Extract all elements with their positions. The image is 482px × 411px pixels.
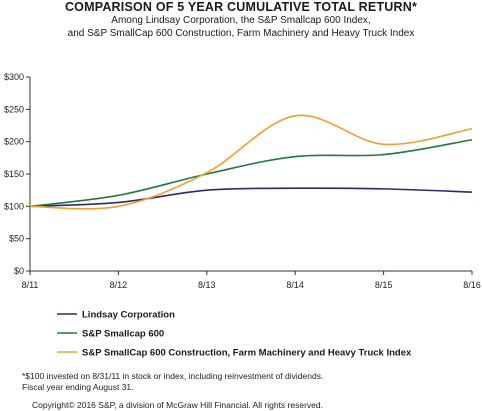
footnote-investment: *$100 invested on 8/31/11 in stock or in… <box>22 371 324 381</box>
footnote-fiscal-year: Fiscal year ending August 31. <box>22 382 134 392</box>
y-tick-label: $50 <box>9 234 24 244</box>
copyright-notice: Copyright© 2016 S&P, a division of McGra… <box>32 400 323 410</box>
chart-axes: $0 $50 $100 $150 $200 $250 $300 8/11 8/12 8/13 8/1… <box>4 72 481 290</box>
x-tick-label: 8/15 <box>375 280 393 290</box>
y-tick-label: $200 <box>4 137 24 147</box>
series-line <box>29 114 473 210</box>
series-line <box>29 138 473 208</box>
y-tick-label: $0 <box>14 266 24 276</box>
x-tick-label: 8/14 <box>286 280 304 290</box>
chart-legend: Lindsay Corporation S&P Smallcap 600 S&P S… <box>57 310 412 359</box>
y-tick-label: $250 <box>4 104 24 114</box>
legend-entry: Lindsay Corporation <box>82 310 175 321</box>
legend-entry: S&P SmallCap 600 Construction, Farm Mach… <box>82 348 412 359</box>
series-line <box>29 187 473 208</box>
legend-entry: S&P Smallcap 600 <box>82 329 164 340</box>
y-tick-label: $300 <box>4 72 24 82</box>
x-tick-label: 8/12 <box>110 280 128 290</box>
chart-subtitle-line-1: Among Lindsay Corporation, the S&P Small… <box>111 15 371 26</box>
chart-title: COMPARISON OF 5 YEAR CUMULATIVE TOTAL RE… <box>64 0 418 14</box>
y-tick-label: $100 <box>4 201 24 211</box>
x-tick-label: 8/11 <box>22 280 39 290</box>
x-tick-label: 8/16 <box>463 280 481 290</box>
chart-subtitle-line-2: and S&P SmallCap 600 Construction, Farm … <box>67 28 415 39</box>
x-tick-label: 8/13 <box>198 280 216 290</box>
chart-series <box>29 114 473 210</box>
y-tick-label: $150 <box>4 169 24 179</box>
